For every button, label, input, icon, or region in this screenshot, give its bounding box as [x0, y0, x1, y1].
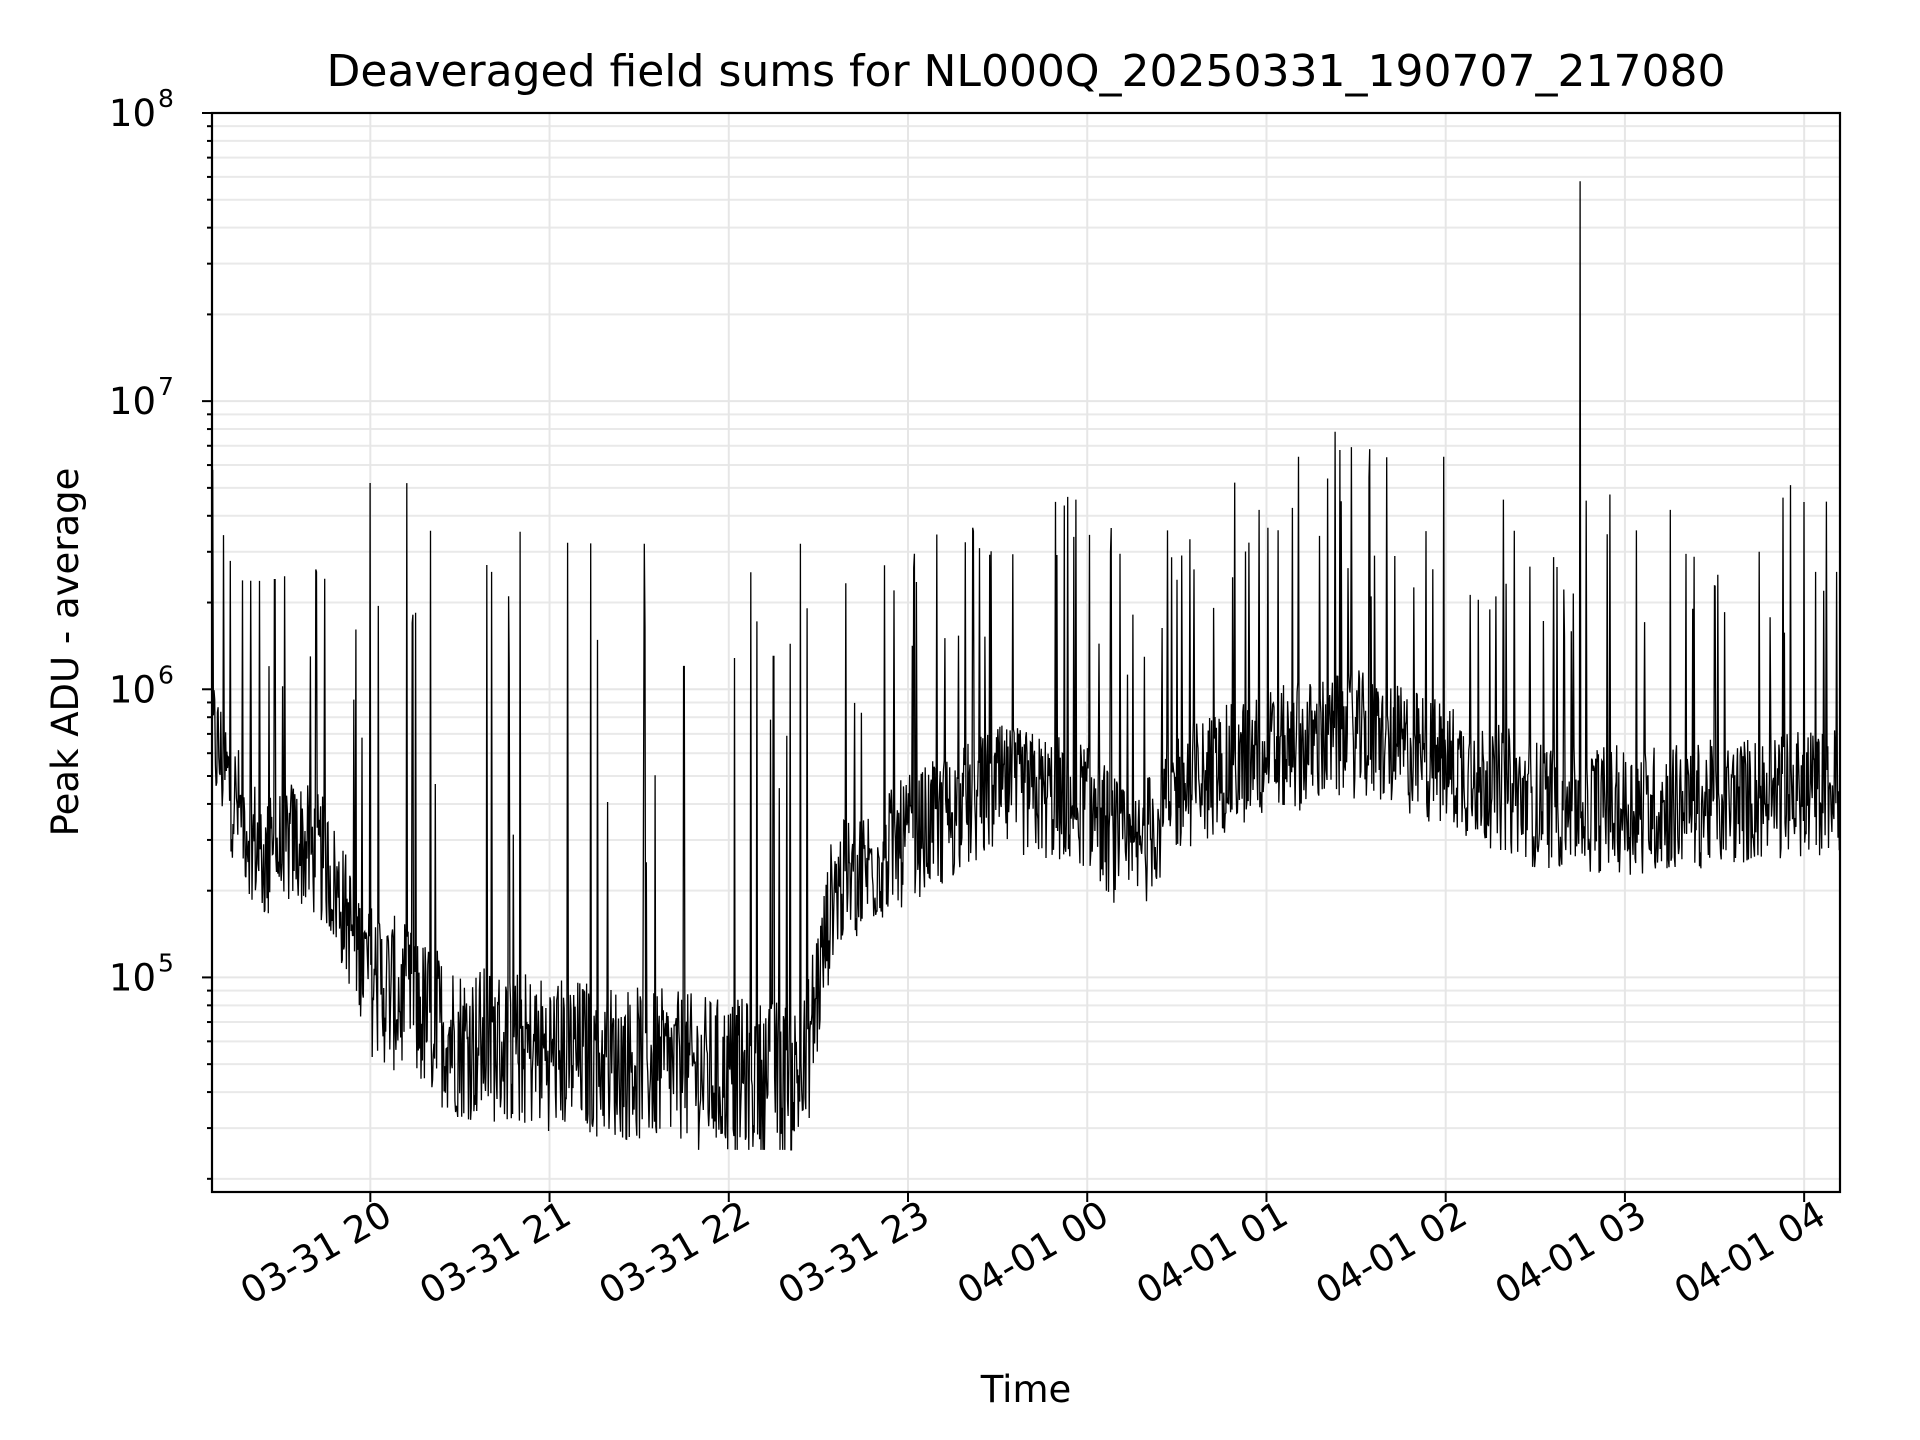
x-axis-label: Time [980, 1368, 1072, 1411]
x-tick-label: 03-31 23 [771, 1193, 937, 1313]
x-tick-label: 03-31 20 [233, 1193, 399, 1313]
chart-title: Deaveraged field sums for NL000Q_2025033… [327, 46, 1726, 97]
y-tick-label-exponent: 8 [158, 84, 174, 113]
x-tick-label: 04-01 01 [1129, 1193, 1295, 1313]
x-tick-label: 04-01 03 [1488, 1193, 1654, 1313]
series-layer [211, 181, 1841, 1151]
x-axis: 03-31 20 03-31 21 03-31 22 03-31 23 04-01 00… [233, 1192, 1833, 1313]
x-tick-label: 04-01 02 [1309, 1193, 1475, 1313]
y-tick-label-exponent: 5 [158, 948, 174, 977]
y-tick-label-exponent: 6 [158, 660, 174, 689]
y-tick-label-exponent: 7 [158, 372, 174, 401]
y-tick-label-base: 10 [109, 668, 156, 711]
y-tick-label-base: 10 [109, 92, 156, 135]
x-tick-label: 04-01 04 [1667, 1193, 1833, 1313]
data-series-line [211, 181, 1841, 1151]
x-tick-label: 03-31 21 [412, 1193, 578, 1313]
x-tick-label: 04-01 00 [950, 1193, 1116, 1313]
y-tick-label-base: 10 [109, 956, 156, 999]
x-tick-label: 03-31 22 [592, 1193, 758, 1313]
y-tick-label-base: 10 [109, 380, 156, 423]
y-axis-label: Peak ADU - average [44, 468, 87, 837]
plot-frame [210, 111, 1842, 1194]
grid [212, 113, 1840, 1192]
